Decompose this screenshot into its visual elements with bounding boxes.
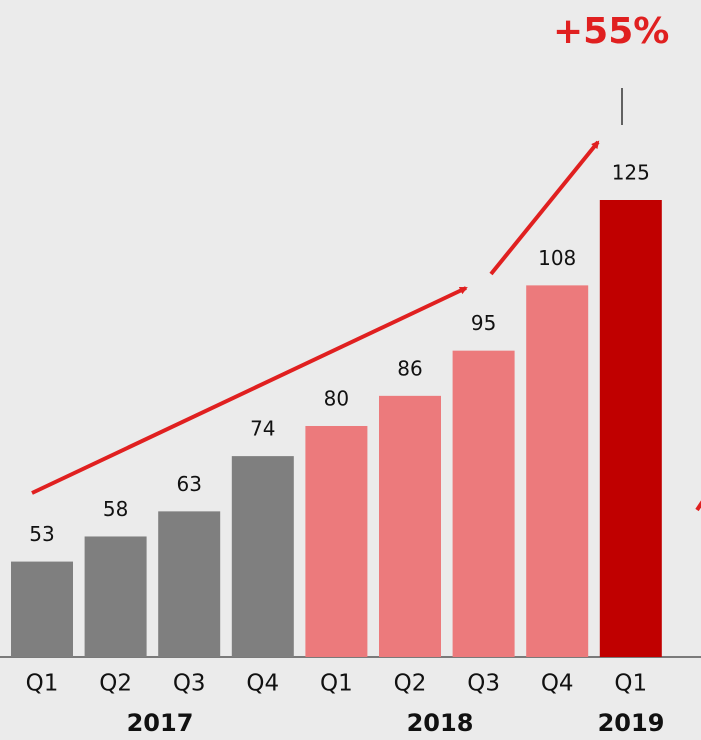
- x-tick-label: Q2: [99, 671, 132, 697]
- value-label: 63: [176, 472, 201, 496]
- x-tick-label: Q3: [467, 671, 500, 697]
- annotation: +55%: [553, 11, 669, 52]
- year-label: 2019: [598, 709, 665, 737]
- value-label: 125: [612, 161, 650, 185]
- value-label: 74: [250, 417, 275, 441]
- x-tick-label: Q2: [394, 671, 427, 697]
- bar: [305, 425, 368, 657]
- x-tick-label: Q1: [320, 671, 353, 697]
- bar: [599, 200, 662, 657]
- x-tick-label: Q1: [26, 671, 59, 697]
- value-label: 80: [324, 386, 349, 410]
- value-label: 108: [538, 246, 576, 270]
- bar: [158, 511, 221, 657]
- year-label: 2018: [407, 709, 474, 737]
- value-label: 58: [103, 497, 128, 521]
- bar: [11, 561, 73, 657]
- x-tick-label: Q4: [541, 671, 574, 697]
- bar: [231, 456, 294, 657]
- trend-arrow: [489, 140, 600, 276]
- bar: [379, 395, 441, 657]
- bar: [84, 536, 147, 657]
- trend-arrow-fragment: [695, 500, 701, 512]
- x-tick-label: Q4: [246, 671, 279, 697]
- value-label: 53: [29, 522, 54, 546]
- value-label: 86: [397, 356, 422, 380]
- year-label: 2017: [127, 709, 194, 737]
- value-label: 95: [471, 311, 496, 335]
- trend-arrow: [31, 286, 468, 495]
- bar: [526, 285, 589, 657]
- x-tick-label: Q1: [614, 671, 647, 697]
- bar: [452, 350, 515, 657]
- x-tick-label: Q3: [173, 671, 206, 697]
